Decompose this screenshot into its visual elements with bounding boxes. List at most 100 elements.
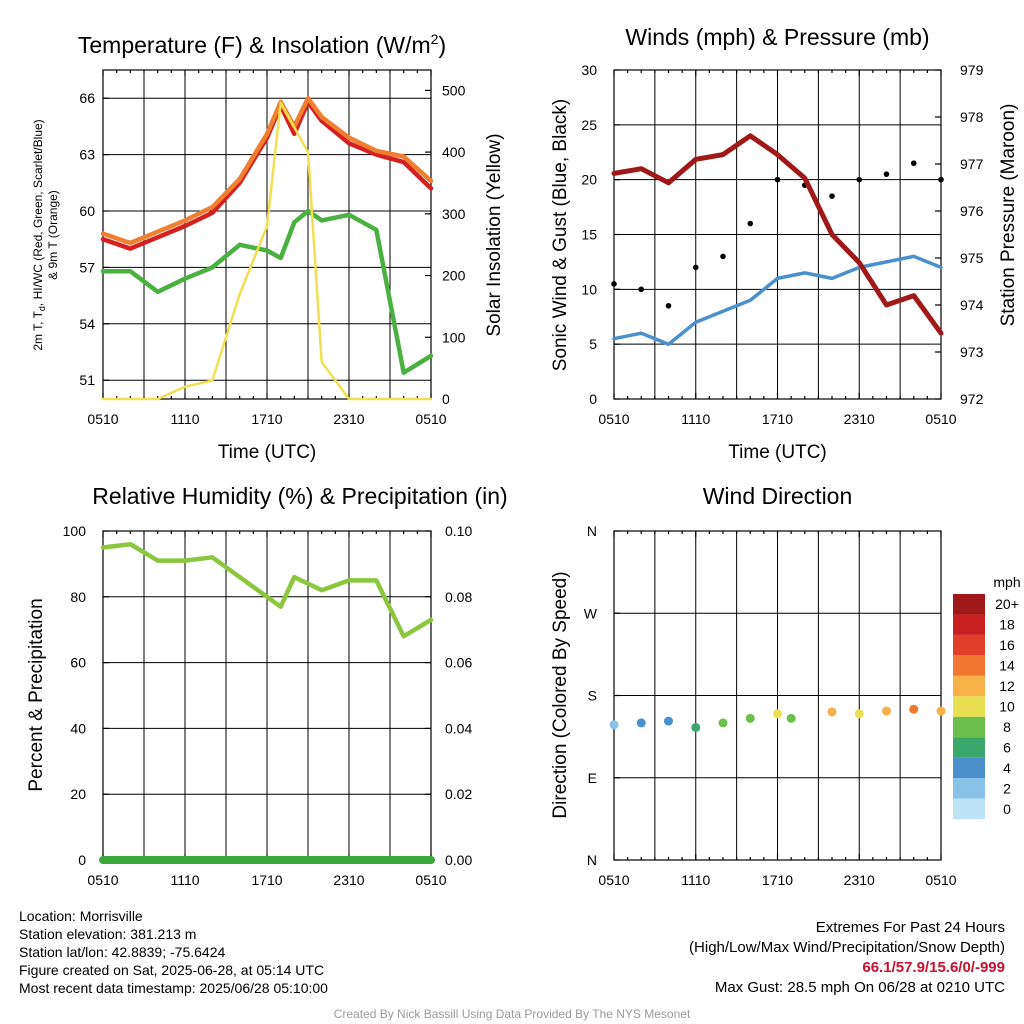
wind-gust-point — [856, 176, 863, 183]
figure-created: Figure created on Sat, 2025-06-28, at 05… — [19, 962, 325, 978]
wind-y2-tick-label: 974 — [960, 297, 984, 313]
rh-y2-tick-label: 0.00 — [445, 852, 472, 868]
temp-y2-tick-label: 100 — [442, 329, 466, 345]
temp-x-tick-label: 0510 — [415, 411, 446, 427]
wind-y2-tick-label: 979 — [960, 62, 984, 78]
wind-y-tick-label: 25 — [581, 117, 597, 133]
wind-x-tick-label: 1710 — [762, 411, 793, 427]
wind-y2-tick-label: 975 — [960, 250, 984, 266]
wind-gust-point — [883, 171, 890, 177]
wind-y2-tick-label: 978 — [960, 109, 984, 125]
rh-y2-tick-label: 0.10 — [445, 523, 472, 539]
colorbar-swatch — [953, 634, 985, 656]
colorbar-swatch — [953, 594, 985, 615]
wind-gust-point — [774, 176, 781, 183]
wind-series-line-2 — [611, 133, 944, 336]
wind-x-tick-label: 0510 — [598, 411, 629, 427]
wind-y-tick-label: 0 — [589, 391, 597, 407]
dir-y-tick-label: N — [587, 523, 597, 539]
dir-y-axis-label: Direction (Colored By Speed) — [550, 571, 571, 818]
temp-x-tick-label: 1710 — [251, 411, 282, 427]
colorbar-label: 2 — [1003, 780, 1011, 796]
wind-gust-point — [720, 253, 726, 260]
temp-y2-axis-label: Solar Insolation (Yellow) — [484, 133, 505, 336]
colorbar-label: 4 — [1003, 760, 1011, 776]
dir-point — [745, 713, 755, 723]
station-elevation: Station elevation: 381.213 m — [19, 926, 197, 942]
temp-y2-tick-label: 400 — [442, 144, 466, 160]
wind-y2-tick-label: 973 — [960, 344, 984, 360]
dir-point — [664, 716, 673, 726]
dir-x-tick-label: 0510 — [598, 872, 629, 888]
wind-gust-point — [692, 264, 699, 271]
temp-x-tick-label: 2310 — [333, 411, 364, 427]
credit-line: Created By Nick Bassill Using Data Provi… — [333, 1007, 691, 1021]
temp-y2-tick-label: 200 — [442, 268, 466, 284]
dir-point — [909, 704, 919, 714]
temp-x-tick-label: 1110 — [170, 411, 199, 427]
rh-x-tick-label: 0510 — [415, 872, 446, 888]
wind-y2-tick-label: 976 — [960, 203, 984, 219]
dir-point — [718, 718, 728, 728]
station-info: Location: Morrisville Station elevation:… — [19, 907, 328, 997]
extremes-subtitle: (High/Low/Max Wind/Precipitation/Snow De… — [689, 939, 1005, 956]
wind-gust-point — [938, 176, 944, 183]
rh-y-tick-label: 80 — [70, 589, 86, 605]
colorbar-swatch — [953, 675, 985, 697]
temp-series-line-3 — [101, 101, 433, 401]
temp-y-tick-label: 60 — [79, 203, 95, 219]
temp-title-superscript: 2 — [431, 31, 439, 47]
station-location: Location: Morrisville — [19, 908, 143, 924]
rh-series-line-0 — [100, 541, 434, 639]
wind-y-tick-label: 15 — [581, 227, 597, 243]
rh-y2-tick-label: 0.06 — [445, 655, 472, 671]
colorbar-swatch — [953, 614, 985, 635]
wind-y2-tick-label: 972 — [960, 391, 984, 407]
rh-y-tick-label: 100 — [63, 523, 87, 539]
extremes-info: Extremes For Past 24 Hours (High/Low/Max… — [689, 918, 1005, 998]
dir-y-tick-label: W — [584, 605, 598, 621]
colorbar-swatch — [953, 696, 985, 717]
wind-y-axis-label: Sonic Wind & Gust (Blue, Black) — [550, 99, 571, 371]
station-latlon: Station lat/lon: 42.8839; -75.6424 — [19, 944, 226, 960]
dir-point — [854, 709, 864, 719]
dir-y-tick-label: E — [588, 770, 597, 786]
colorbar-swatch — [953, 737, 985, 758]
rh-y2-tick-label: 0.02 — [445, 786, 472, 802]
dir-point — [936, 706, 946, 716]
wind-series-line-0 — [612, 254, 943, 346]
colorbar-swatch — [953, 778, 985, 799]
dir-y-tick-label: S — [588, 688, 597, 704]
dir-x-tick-label: 0510 — [925, 872, 956, 888]
wind-x-tick-label: 1110 — [681, 411, 710, 427]
wind-y2-tick-label: 977 — [960, 156, 984, 172]
temp-y-tick-label: 54 — [79, 316, 95, 332]
temp-x-tick-label: 0510 — [87, 411, 118, 427]
wind-gust-point — [665, 302, 672, 309]
wind-y-tick-label: 5 — [589, 336, 597, 352]
wind-y-tick-label: 20 — [581, 172, 597, 188]
temp-y-axis-label-line2: & 9m T (Orange) — [46, 190, 60, 280]
temp-title: Temperature (F) & Insolation (W/m2) — [78, 31, 446, 58]
extremes-values: 66.1/57.9/15.6/0/-999 — [862, 959, 1005, 976]
dir-x-tick-label: 2310 — [844, 872, 875, 888]
colorbar-label: 0 — [1003, 801, 1011, 817]
dir-point — [773, 709, 782, 719]
wind-y-tick-label: 10 — [581, 281, 597, 297]
temp-y-tick-label: 57 — [79, 259, 95, 275]
rh-y2-tick-label: 0.04 — [445, 720, 472, 736]
wind-y-tick-label: 30 — [581, 62, 597, 78]
dir-point — [786, 713, 796, 723]
wind-gust-point — [910, 160, 917, 167]
wind-x-axis-label: Time (UTC) — [728, 442, 827, 463]
rh-x-tick-label: 1110 — [170, 872, 199, 888]
rh-y-tick-label: 20 — [70, 786, 86, 802]
colorbar-label: 10 — [999, 699, 1015, 715]
temp-y2-tick-label: 300 — [442, 206, 466, 222]
colorbar-label: 16 — [999, 637, 1015, 653]
temp-y-axis-label-subscript: d — [37, 306, 47, 311]
dir-x-tick-label: 1110 — [681, 872, 710, 888]
colorbar-swatch — [953, 716, 985, 738]
colorbar-label: 20+ — [995, 596, 1019, 612]
colorbar-unit: mph — [993, 574, 1020, 590]
